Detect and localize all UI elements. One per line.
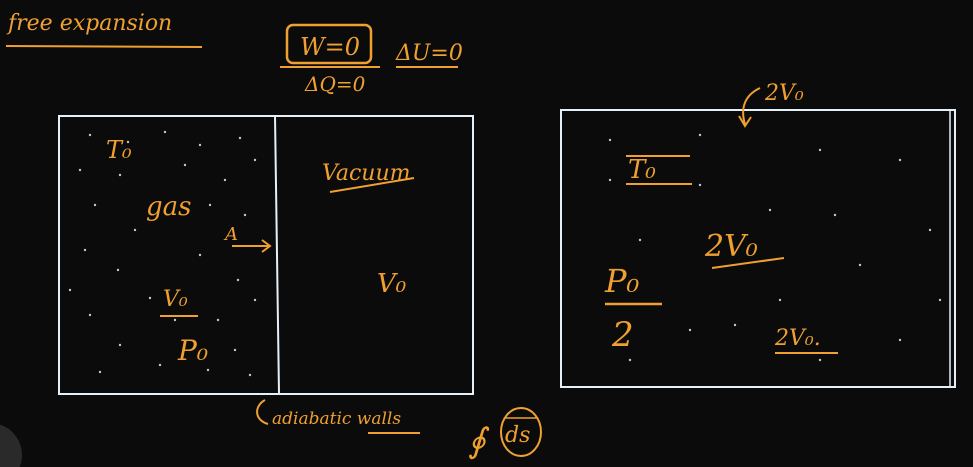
left-volume: V₀ (163, 287, 188, 312)
left-pressure: P₀ (177, 334, 208, 367)
adiabatic-walls-label: adiabatic walls (272, 409, 401, 429)
work-equation: W=0 (300, 33, 360, 61)
gas-particles-left (68, 130, 257, 377)
top-volume-label: 2V₀ (764, 81, 804, 106)
right-temperature: T₀ (628, 155, 656, 185)
gas-particles-right (608, 133, 942, 362)
integral-symbol: ∮ (468, 421, 490, 461)
area-label: A (223, 224, 238, 245)
title-underline (5, 45, 203, 48)
vacuum-underline (329, 177, 415, 193)
pointer-arrow-head-icon (738, 115, 752, 128)
work-box (285, 23, 373, 65)
element-circle (500, 407, 542, 457)
title-text: free expansion (6, 11, 172, 36)
gas-label: gas (146, 192, 192, 222)
vacuum-volume: V₀ (377, 269, 407, 299)
partition-wall (274, 115, 280, 395)
corner-shadow (0, 424, 22, 467)
vacuum-label: Vacuum (322, 161, 411, 186)
pressure-denominator: 2 (611, 315, 634, 355)
left-temperature: T₀ (106, 136, 132, 164)
right-volume: 2V₀ (704, 229, 758, 264)
ds-label: ds (505, 423, 530, 448)
heat-equation: ΔQ=0 (304, 72, 366, 96)
right-container (560, 109, 956, 388)
pointer-arrow-icon (742, 87, 761, 125)
arrow-icon (232, 239, 272, 253)
right-volume-small: 2V₀. (774, 326, 821, 351)
right-volume-underline (711, 257, 785, 269)
internal-energy-equation: ΔU=0 (395, 41, 463, 66)
brace-icon (256, 399, 269, 425)
left-container (58, 115, 474, 395)
pressure-numerator: P₀ (604, 262, 640, 300)
